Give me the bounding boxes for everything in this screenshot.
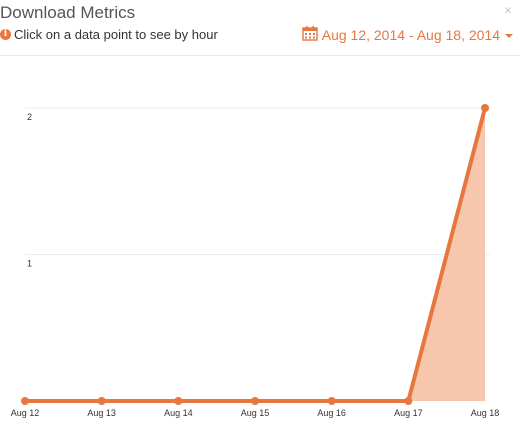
close-icon[interactable]: × xyxy=(503,2,512,18)
info-circle-icon: i xyxy=(0,29,11,40)
x-tick-label: Aug 16 xyxy=(317,408,346,418)
x-tick-label: Aug 18 xyxy=(471,408,500,418)
hint-text: Click on a data point to see by hour xyxy=(14,27,218,42)
y-tick-label: 2 xyxy=(27,112,32,122)
series-area xyxy=(25,108,485,401)
hint-row: i Click on a data point to see by hour xyxy=(0,27,218,42)
data-point[interactable] xyxy=(327,397,336,405)
widget-title: Download Metrics xyxy=(0,3,136,22)
x-tick-label: Aug 14 xyxy=(164,408,193,418)
x-tick-label: Aug 17 xyxy=(394,408,423,418)
data-point[interactable] xyxy=(174,397,183,405)
x-tick-label: Aug 13 xyxy=(87,408,116,418)
date-range-picker[interactable]: Aug 12, 2014 - Aug 18, 2014 xyxy=(302,25,513,44)
x-tick-label: Aug 12 xyxy=(11,408,40,418)
calendar-icon xyxy=(302,25,318,44)
date-range-label: Aug 12, 2014 - Aug 18, 2014 xyxy=(321,26,500,43)
caret-down-icon xyxy=(505,33,513,38)
header-divider xyxy=(0,55,520,56)
x-tick-label: Aug 15 xyxy=(241,408,270,418)
data-point[interactable] xyxy=(404,397,413,405)
data-point[interactable] xyxy=(251,397,259,405)
data-point[interactable] xyxy=(97,397,106,405)
data-point[interactable] xyxy=(481,104,489,112)
y-tick-label: 1 xyxy=(27,259,32,269)
data-point[interactable] xyxy=(21,397,29,405)
